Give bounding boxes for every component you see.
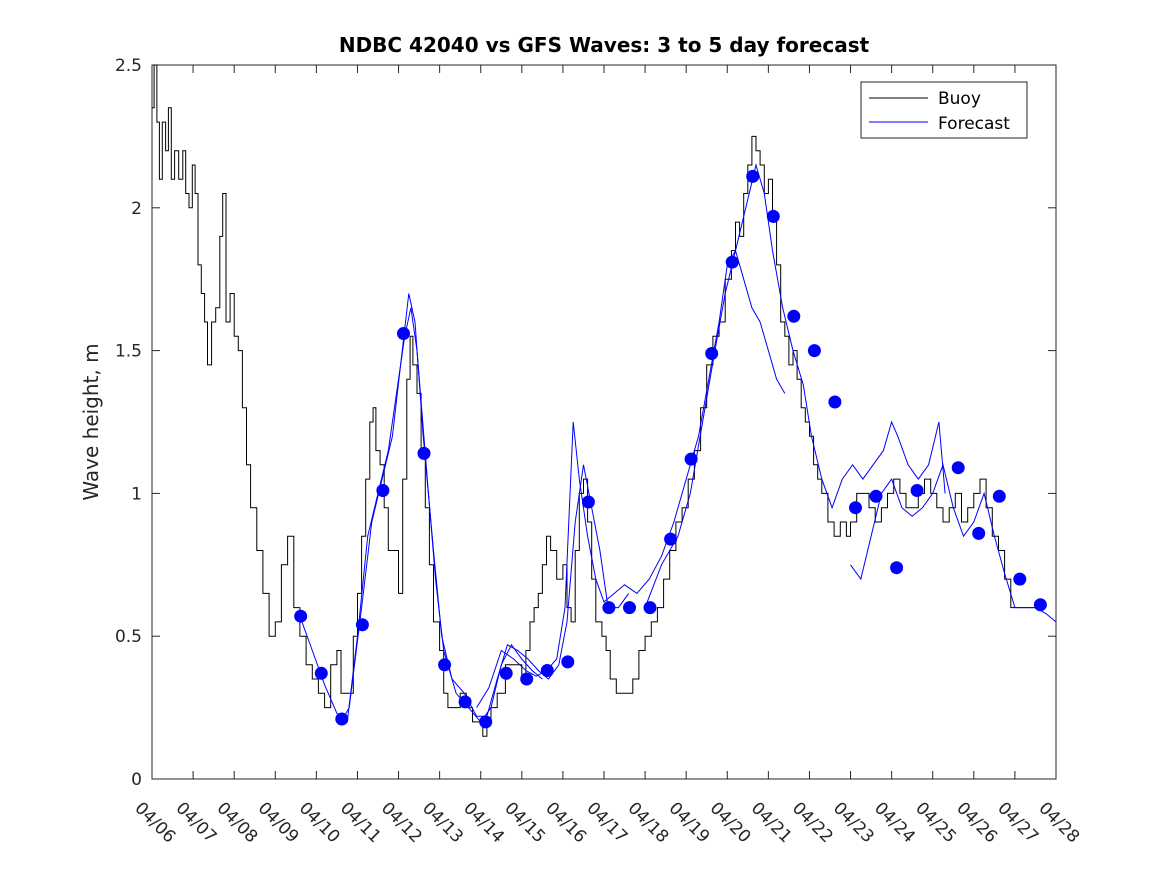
forecast-marker (355, 618, 369, 632)
forecast-marker (581, 495, 595, 509)
forecast-run-line-4 (644, 163, 946, 608)
y-axis-label: Wave height, m (79, 343, 103, 500)
forecast-marker (376, 484, 390, 497)
forecast-marker (849, 501, 862, 515)
forecast-marker (787, 309, 801, 323)
y-tick-label: 1 (131, 484, 142, 504)
series-group (152, 64, 1057, 737)
forecast-marker (910, 484, 924, 497)
chart-title: NDBC 42040 vs GFS Waves: 3 to 5 day fore… (339, 33, 870, 57)
y-tick-label: 0 (131, 770, 142, 790)
forecast-marker (992, 489, 1006, 503)
legend-forecast-label: Forecast (938, 114, 1010, 134)
forecast-marker (869, 489, 883, 503)
legend-buoy-label: Buoy (938, 89, 981, 109)
forecast-marker (972, 526, 986, 540)
forecast-marker (458, 695, 472, 709)
y-tick-label: 0.5 (115, 627, 142, 647)
forecast-run-line-5 (850, 463, 1057, 623)
buoy-series-line (152, 64, 1044, 737)
forecast-marker (643, 601, 657, 615)
forecast-marker (828, 395, 842, 409)
forecast-marker (1013, 572, 1027, 586)
forecast-marker (766, 209, 780, 223)
forecast-marker (540, 664, 554, 677)
plot-area (151, 64, 1057, 780)
forecast-marker (725, 255, 739, 269)
forecast-marker (520, 672, 534, 686)
y-tick-label: 2 (131, 199, 142, 219)
forecast-marker (807, 344, 821, 358)
forecast-marker (438, 658, 452, 672)
legend: Buoy Forecast (860, 81, 1028, 139)
forecast-marker (623, 601, 636, 615)
forecast-marker (951, 461, 965, 475)
forecast-marker (314, 666, 328, 680)
forecast-marker (705, 347, 719, 360)
forecast-marker (602, 601, 616, 615)
forecast-marker (561, 655, 575, 669)
forecast-marker (499, 666, 513, 680)
forecast-marker (417, 446, 431, 460)
y-tick-label: 1.5 (115, 342, 142, 362)
forecast-marker (294, 609, 308, 623)
forecast-marker (335, 712, 349, 726)
forecast-marker (397, 327, 410, 340)
forecast-marker (684, 452, 698, 466)
forecast-marker (479, 715, 493, 729)
y-tick-label: 2.5 (115, 56, 142, 76)
forecast-marker (1033, 598, 1047, 612)
forecast-marker (664, 532, 678, 546)
legend-box (860, 81, 1028, 139)
forecast-marker (890, 561, 904, 575)
forecast-marker (746, 169, 760, 183)
forecast-run-line-3 (476, 249, 786, 708)
